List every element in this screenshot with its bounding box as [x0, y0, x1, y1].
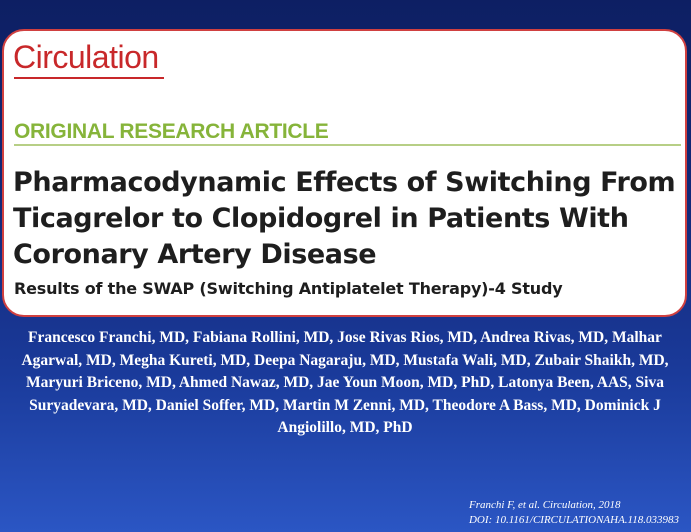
citation: Franchi F, et al. Circulation, 2018 DOI:…: [469, 498, 679, 528]
journal-underline: [14, 77, 164, 79]
divider-line: [14, 144, 681, 146]
article-subtitle: Results of the SWAP (Switching Antiplate…: [14, 279, 563, 298]
author-list: Francesco Franchi, MD, Fabiana Rollini, …: [21, 329, 669, 436]
article-type-label: ORIGINAL RESEARCH ARTICLE: [14, 120, 329, 143]
citation-doi: DOI: 10.1161/CIRCULATIONAHA.118.033983: [468, 514, 679, 526]
title-card: Circulation ORIGINAL RESEARCH ARTICLE Ph…: [2, 29, 687, 317]
journal-name: Circulation: [13, 39, 159, 75]
citation-reference: Franchi F, et al. Circulation, 2018: [468, 499, 621, 511]
article-title: Pharmacodynamic Effects of Switching Fro…: [13, 167, 676, 270]
